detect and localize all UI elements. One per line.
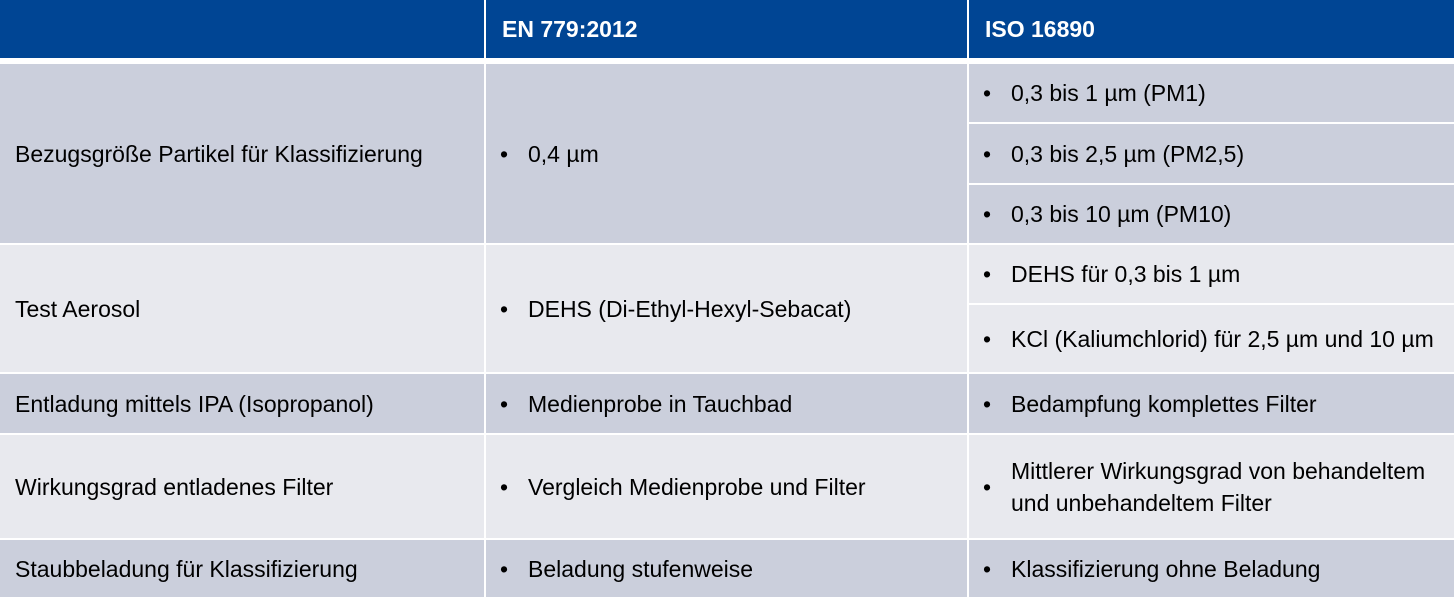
en-cell: • DEHS (Di-Ethyl-Hexyl-Sebacat): [486, 245, 967, 372]
iso-cell: • 0,3 bis 2,5 µm (PM2,5): [969, 124, 1454, 183]
row-label: Bezugsgröße Partikel für Klassifizierung: [0, 64, 484, 243]
bullet-icon: •: [983, 473, 992, 500]
en-cell: • Vergleich Medienprobe und Filter: [486, 435, 967, 538]
bullet-icon: •: [983, 80, 992, 106]
cell-text: Mittlerer Wirkungsgrad von behandeltem u…: [1011, 457, 1426, 516]
row-label: Entladung mittels IPA (Isopropanol): [0, 374, 484, 433]
bullet-icon: •: [500, 390, 509, 417]
bullet-icon: •: [500, 473, 509, 500]
cell-text: 0,3 bis 1 µm (PM1): [1011, 80, 1206, 106]
cell-text: DEHS für 0,3 bis 1 µm: [1011, 261, 1241, 287]
cell-text: Klassifizierung ohne Beladung: [1011, 555, 1321, 582]
cell-text: Bedampfung komplettes Filter: [1011, 390, 1317, 417]
bullet-icon: •: [983, 261, 992, 287]
iso-cell: • KCl (Kaliumchlorid) für 2,5 µm und 10 µ…: [969, 305, 1454, 372]
en-cell: • Medienprobe in Tauchbad: [486, 374, 967, 433]
cell-text: Medienprobe in Tauchbad: [528, 390, 793, 417]
header-label: EN 779:2012: [502, 16, 638, 42]
cell-text: 0,4 µm: [528, 140, 599, 167]
bullet-icon: •: [500, 555, 509, 582]
header-cell-col2: ISO 16890: [969, 0, 1454, 58]
bullet-icon: •: [500, 295, 509, 322]
bullet-icon: •: [983, 390, 992, 417]
row-label-text: Bezugsgröße Partikel für Klassifizierung: [15, 140, 423, 167]
row-label-text: Entladung mittels IPA (Isopropanol): [15, 390, 374, 417]
bullet-icon: •: [983, 555, 992, 582]
cell-text: DEHS (Di-Ethyl-Hexyl-Sebacat): [528, 295, 852, 322]
header-cell-col1: EN 779:2012: [486, 0, 967, 58]
iso-cell: • 0,3 bis 1 µm (PM1): [969, 64, 1454, 122]
iso-cell: • Mittlerer Wirkungsgrad von behandeltem …: [969, 435, 1454, 538]
row-label-text: Staubbeladung für Klassifizierung: [15, 555, 358, 582]
bullet-icon: •: [983, 140, 992, 167]
iso-cell: • 0,3 bis 10 µm (PM10): [969, 185, 1454, 243]
row-label-text: Test Aerosol: [15, 295, 141, 322]
iso-cell: • DEHS für 0,3 bis 1 µm: [969, 245, 1454, 303]
header-label: ISO 16890: [985, 16, 1095, 42]
cell-text: Beladung stufenweise: [528, 555, 754, 582]
cell-text: Vergleich Medienprobe und Filter: [528, 473, 866, 500]
en-cell: • 0,4 µm: [486, 64, 967, 243]
header-cell-col0: [0, 0, 484, 58]
bullet-icon: •: [983, 201, 992, 227]
bullet-icon: •: [983, 325, 992, 352]
bullet-icon: •: [500, 140, 509, 167]
iso-cell: • Bedampfung komplettes Filter: [969, 374, 1454, 433]
en-cell: • Beladung stufenweise: [486, 540, 967, 597]
iso-cell: • Klassifizierung ohne Beladung: [969, 540, 1454, 597]
cell-text: 0,3 bis 10 µm (PM10): [1011, 201, 1232, 227]
cell-text: KCl (Kaliumchlorid) für 2,5 µm und 10 µm: [1011, 325, 1434, 352]
row-label-text: Wirkungsgrad entladenes Filter: [15, 473, 334, 500]
row-label: Wirkungsgrad entladenes Filter: [0, 435, 484, 538]
row-label: Staubbeladung für Klassifizierung: [0, 540, 484, 597]
cell-text: 0,3 bis 2,5 µm (PM2,5): [1011, 140, 1245, 167]
row-label: Test Aerosol: [0, 245, 484, 372]
